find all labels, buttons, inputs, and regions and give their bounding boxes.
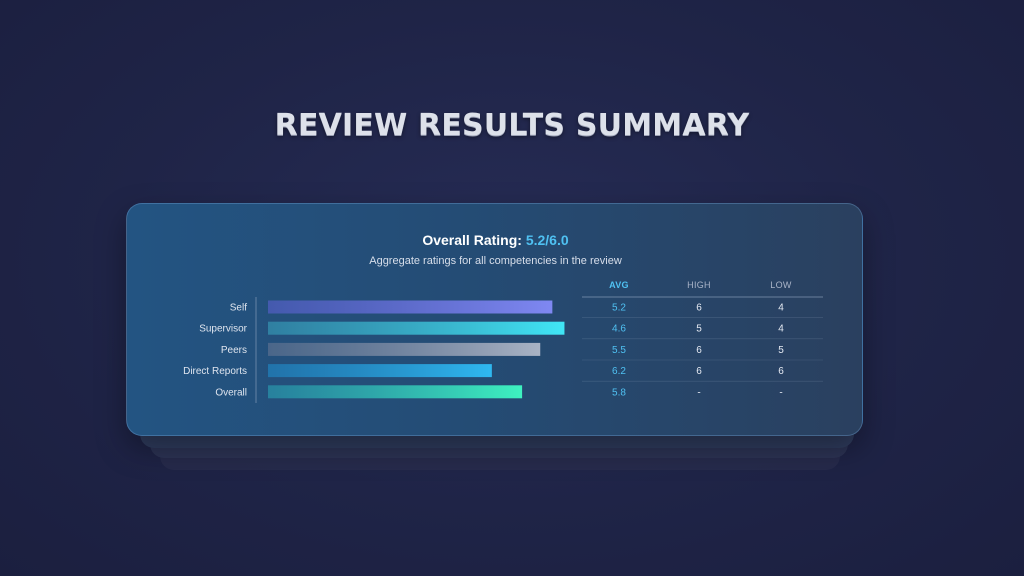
category-label-self: Self <box>230 303 247 314</box>
ratings-bar-chart: AVG HIGH LOW Self 5.2 6 4 Supervisor 4.6 5 4 Peers 5… <box>183 280 823 403</box>
cell-direct-reports-low: 6 <box>778 366 784 377</box>
bar-direct-reports <box>268 364 492 378</box>
column-header-high: HIGH <box>687 280 711 290</box>
category-label-supervisor: Supervisor <box>199 324 247 335</box>
bar-peers <box>268 342 541 356</box>
category-label-peers: Peers <box>221 345 247 356</box>
cell-overall-low: - <box>779 387 782 398</box>
cell-overall-avg: 5.8 <box>612 387 626 398</box>
bar-self <box>268 300 553 314</box>
cell-supervisor-low: 4 <box>778 324 784 335</box>
bar-supervisor <box>268 321 565 335</box>
cell-overall-high: - <box>697 387 700 398</box>
cell-supervisor-high: 5 <box>696 324 702 335</box>
cell-direct-reports-high: 6 <box>696 366 702 377</box>
cell-peers-avg: 5.5 <box>612 345 626 356</box>
cell-self-high: 6 <box>696 303 702 314</box>
category-label-overall: Overall <box>215 387 247 398</box>
cell-peers-high: 6 <box>696 345 702 356</box>
card-subtitle: Aggregate ratings for all competencies i… <box>369 255 622 267</box>
cell-direct-reports-avg: 6.2 <box>612 366 626 377</box>
column-header-avg: AVG <box>609 280 629 290</box>
overall-rating: Overall Rating: 5.2/6.0 <box>127 232 864 248</box>
category-label-direct-reports: Direct Reports <box>183 366 247 377</box>
results-card: Overall Rating: 5.2/6.0 Aggregate rating… <box>126 203 863 436</box>
cell-supervisor-avg: 4.6 <box>612 324 626 335</box>
cell-self-low: 4 <box>778 303 784 314</box>
overall-rating-label: Overall Rating: <box>422 232 522 248</box>
overall-rating-value: 5.2/6.0 <box>525 232 569 248</box>
page-title: REVIEW RESULTS SUMMARY <box>274 108 750 143</box>
cell-self-avg: 5.2 <box>612 303 626 314</box>
bar-overall <box>268 385 523 399</box>
column-header-low: LOW <box>770 280 792 290</box>
cell-peers-low: 5 <box>778 345 784 356</box>
